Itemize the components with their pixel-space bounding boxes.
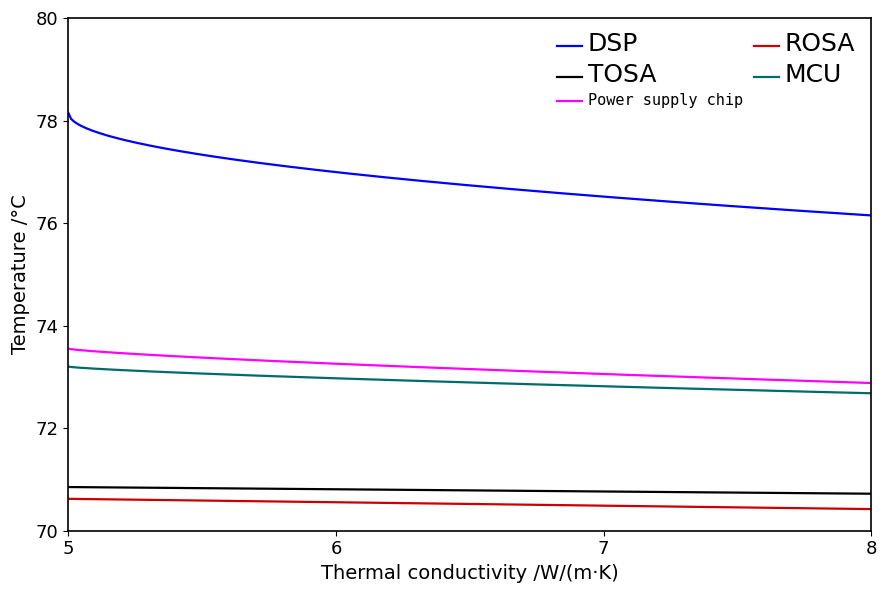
Y-axis label: Temperature /°C: Temperature /°C	[12, 194, 30, 354]
X-axis label: Thermal conductivity /W/(m·K): Thermal conductivity /W/(m·K)	[321, 564, 619, 583]
Legend: DSP, TOSA, Power supply chip, ROSA, MCU, : DSP, TOSA, Power supply chip, ROSA, MCU,	[551, 26, 860, 114]
